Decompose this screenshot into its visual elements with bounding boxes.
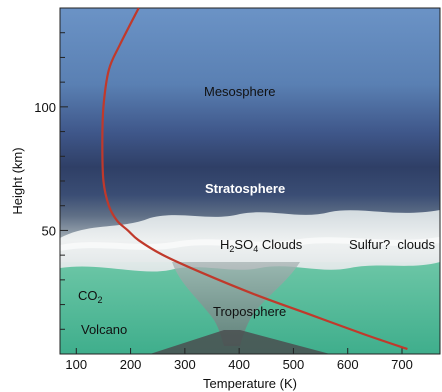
h2so4-clouds-label: H2SO4 Clouds bbox=[220, 237, 303, 254]
stratosphere-label: Stratosphere bbox=[205, 181, 285, 196]
y-axis-title: Height (km) bbox=[10, 147, 25, 214]
cloud-layer bbox=[60, 210, 440, 272]
y-tick-label: 100 bbox=[34, 100, 56, 115]
x-tick-label: 100 bbox=[65, 357, 87, 372]
co2-label: CO2 bbox=[78, 288, 103, 305]
x-tick-label: 300 bbox=[174, 357, 196, 372]
sulfur-clouds-label: Sulfur? clouds bbox=[349, 237, 435, 252]
temperature-curve bbox=[101, 8, 408, 351]
volcano-cone bbox=[150, 330, 330, 354]
x-tick-label: 400 bbox=[228, 357, 250, 372]
x-tick-label: 600 bbox=[337, 357, 359, 372]
y-tick-label: 50 bbox=[42, 223, 56, 238]
x-tick-label: 700 bbox=[391, 357, 413, 372]
mesosphere-label: Mesosphere bbox=[204, 84, 276, 99]
y-axis-ticks: 50 100 bbox=[34, 32, 68, 330]
x-tick-label: 200 bbox=[120, 357, 142, 372]
x-tick-label: 500 bbox=[283, 357, 305, 372]
x-axis-title: Temperature (K) bbox=[203, 376, 297, 391]
volcano-label: Volcano bbox=[81, 322, 127, 337]
troposphere-label: Troposphere bbox=[213, 304, 286, 319]
plot-background bbox=[60, 8, 440, 354]
volcano-plume bbox=[172, 262, 300, 346]
x-axis-ticks: 100 200 300 400 500 600 700 bbox=[65, 348, 413, 372]
